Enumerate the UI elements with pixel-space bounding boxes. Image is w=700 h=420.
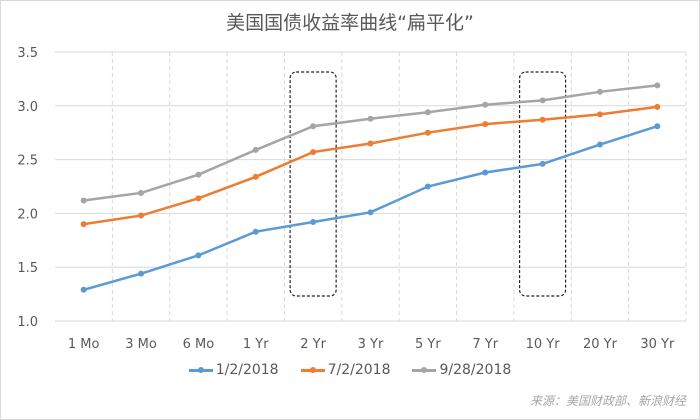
x-tick-label: 30 Yr xyxy=(640,337,675,352)
x-tick-label: 20 Yr xyxy=(583,337,618,352)
data-point xyxy=(654,103,661,110)
legend-marker xyxy=(300,366,325,373)
data-point xyxy=(367,140,374,147)
data-point xyxy=(310,149,317,156)
x-tick-label: 1 Yr xyxy=(243,337,269,352)
data-point xyxy=(80,197,87,204)
data-point xyxy=(424,129,431,136)
data-point xyxy=(424,109,431,116)
x-tick-label: 1 Mo xyxy=(68,337,100,352)
data-point xyxy=(195,252,202,259)
data-point xyxy=(654,123,661,130)
data-point xyxy=(539,160,546,167)
legend-item-1: 7/2/2018 xyxy=(300,362,391,378)
y-tick-label: 1.0 xyxy=(17,315,38,330)
y-tick-label: 2.0 xyxy=(17,207,38,222)
data-point xyxy=(596,111,603,118)
legend-label: 1/2/2018 xyxy=(215,362,279,378)
data-point xyxy=(367,209,374,216)
data-point xyxy=(482,121,489,128)
x-tick-label: 2 Yr xyxy=(300,337,326,352)
data-point xyxy=(252,146,259,153)
legend-marker xyxy=(412,366,437,373)
data-point xyxy=(195,195,202,202)
data-point xyxy=(539,97,546,104)
data-point xyxy=(482,101,489,108)
data-point xyxy=(80,221,87,228)
chart-title: 美国国债收益率曲线“扁平化” xyxy=(226,12,474,34)
x-tick-label: 3 Mo xyxy=(125,337,157,352)
data-point xyxy=(424,183,431,190)
x-tick-label: 6 Mo xyxy=(183,337,215,352)
legend-item-0: 1/2/2018 xyxy=(188,362,279,378)
x-tick-label: 10 Yr xyxy=(526,337,561,352)
y-tick-label: 3.5 xyxy=(17,46,38,61)
data-point xyxy=(252,228,259,235)
data-point xyxy=(138,212,145,219)
data-point xyxy=(138,270,145,277)
legend-marker xyxy=(188,366,213,373)
data-point xyxy=(654,82,661,89)
y-tick-label: 2.5 xyxy=(17,154,38,169)
y-tick-label: 3.0 xyxy=(17,100,38,115)
legend-label: 7/2/2018 xyxy=(327,362,391,378)
legend-label: 9/28/2018 xyxy=(439,362,512,378)
x-tick-label: 7 Yr xyxy=(472,337,498,352)
data-point xyxy=(596,141,603,148)
data-point xyxy=(138,189,145,196)
legend-item-2: 9/28/2018 xyxy=(412,362,511,378)
data-point xyxy=(596,88,603,95)
x-tick-label: 5 Yr xyxy=(415,337,441,352)
data-point xyxy=(310,123,317,130)
data-point xyxy=(310,219,317,226)
data-point xyxy=(80,286,87,293)
highlight-box xyxy=(518,71,567,297)
source-note: 来源：美国财政部、新浪财经 xyxy=(529,394,686,408)
data-point xyxy=(539,116,546,123)
legend: 1/2/2018 7/2/2018 9/28/2018 xyxy=(0,362,700,378)
y-tick-label: 1.5 xyxy=(17,261,38,276)
highlight-box xyxy=(289,71,337,297)
data-point xyxy=(252,173,259,180)
data-point xyxy=(367,115,374,122)
data-point xyxy=(195,171,202,178)
data-point xyxy=(482,169,489,176)
x-tick-label: 3 Yr xyxy=(358,337,384,352)
